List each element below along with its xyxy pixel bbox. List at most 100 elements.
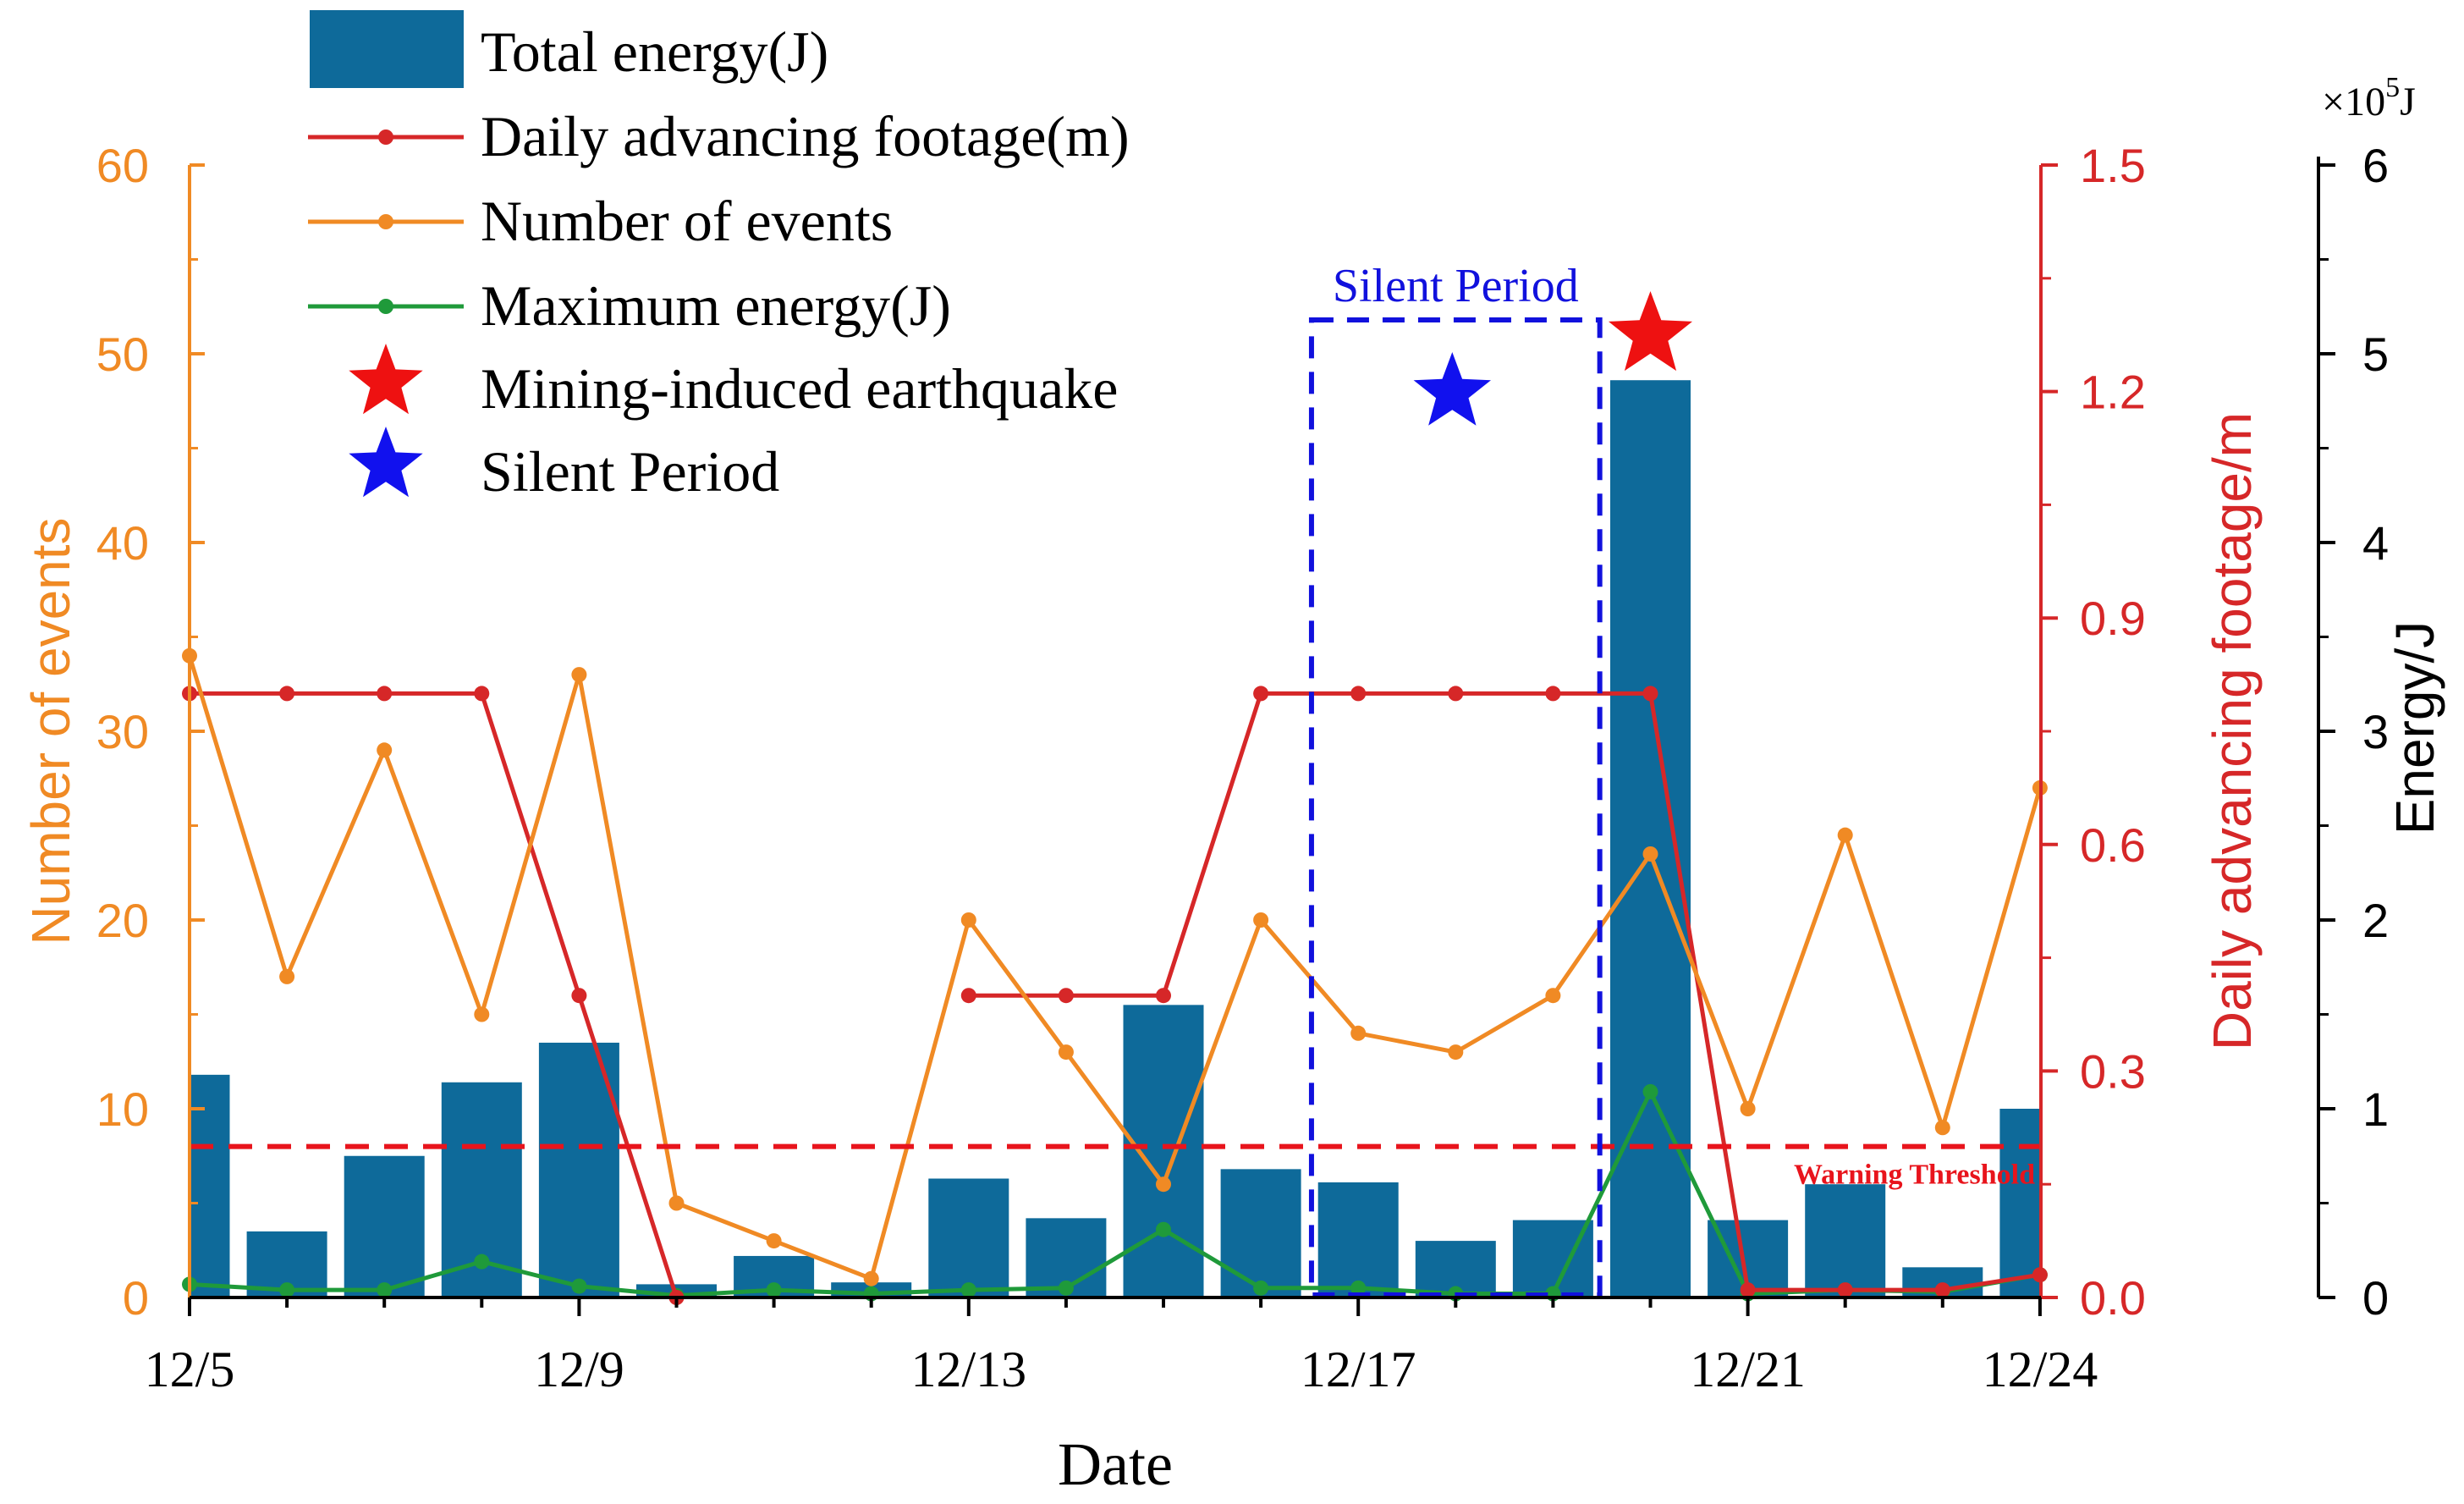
left-axis-tick-label: 50 <box>96 328 149 381</box>
legend-label-daily-advancing-footage-m: Daily advancing footage(m) <box>481 104 1130 168</box>
right-axis-footage-tick-label: 1.2 <box>2080 366 2146 419</box>
legend-label-total-energy-j: Total energy(J) <box>481 19 828 84</box>
right-axis-footage-title: Daily advancing footage/m <box>2202 412 2263 1050</box>
point-number-of-events-12/8 <box>474 1006 490 1022</box>
point-number-of-events-12/20 <box>1642 846 1658 862</box>
left-axis-tick-label: 0 <box>123 1271 149 1325</box>
line-daily-advancing-footage-m-1 <box>968 691 2041 1292</box>
point-maximum-energy-j-12/11 <box>766 1282 782 1298</box>
right-axis-energy-tick-label: 1 <box>2362 1083 2389 1136</box>
bar-total-energy-12/17 <box>1317 1182 1399 1297</box>
legend-marker-maximum-energy-j <box>378 299 393 314</box>
point-number-of-events-12/12 <box>863 1270 879 1286</box>
legend-star-icon-mining-induced-earthquake <box>349 344 423 415</box>
left-axis-tick-label: 10 <box>96 1083 149 1136</box>
bar-total-energy-12/7 <box>344 1155 425 1297</box>
line-daily-advancing-footage-m-0 <box>190 691 679 1298</box>
silent-period-label: Silent Period <box>1333 260 1579 312</box>
legend-marker-daily-advancing-footage-m <box>378 129 393 145</box>
x-axis-tick-label: 12/24 <box>1983 1341 2098 1397</box>
energy-multiplier-unit: J <box>2400 80 2416 124</box>
point-daily-advancing-footage-m-12/6 <box>279 686 295 702</box>
bar-total-energy-12/20 <box>1610 380 1691 1298</box>
left-axis-tick-label: 30 <box>96 705 149 758</box>
right-axis-energy-tick-label: 6 <box>2362 139 2389 192</box>
point-number-of-events-12/13 <box>960 912 976 928</box>
left-axis-title: Number of events <box>20 517 81 945</box>
point-daily-advancing-footage-m-12/17 <box>1350 686 1367 702</box>
point-number-of-events-12/6 <box>279 968 295 984</box>
x-axis-title: Date <box>1058 1430 1173 1498</box>
point-daily-advancing-footage-m-12/9 <box>571 988 587 1004</box>
legend: Total energy(J) Daily advancing footage(m… <box>308 10 1130 504</box>
point-maximum-energy-j-12/9 <box>571 1278 587 1294</box>
x-axis-tick-label: 12/13 <box>910 1341 1026 1397</box>
point-number-of-events-12/9 <box>571 667 587 683</box>
silent-period-box <box>1308 317 1603 1297</box>
left-axis-tick-label: 60 <box>96 139 149 192</box>
bar-total-energy-12/19 <box>1512 1220 1593 1297</box>
point-number-of-events-12/7 <box>377 742 393 758</box>
point-maximum-energy-j-12/15 <box>1156 1221 1171 1237</box>
energy-multiplier-base: ×10 <box>2322 80 2385 124</box>
point-maximum-energy-j-12/6 <box>279 1282 295 1298</box>
right-axis-energy-tick-label: 5 <box>2362 328 2389 381</box>
right-axis-footage-tick-label: 0.6 <box>2080 818 2146 872</box>
point-maximum-energy-j-12/14 <box>1058 1280 1074 1296</box>
right-axis-footage-tick-label: 1.5 <box>2080 139 2146 192</box>
legend-marker-number-of-events <box>378 214 393 229</box>
point-number-of-events-12/22 <box>1837 827 1853 843</box>
legend-label-number-of-events: Number of events <box>481 189 893 253</box>
point-number-of-events-12/11 <box>766 1233 782 1249</box>
line-number-of-events-0 <box>187 655 2043 1281</box>
legend-label-maximum-energy-j: Maximum energy(J) <box>481 273 951 338</box>
right-axis-footage-tick-label: 0.0 <box>2080 1271 2146 1325</box>
energy-multiplier-exponent: 5 <box>2385 72 2400 103</box>
point-number-of-events-12/21 <box>1740 1101 1756 1116</box>
right-axis-energy-tick-label: 0 <box>2362 1271 2389 1325</box>
earthquake-star-icon <box>1609 291 1692 372</box>
point-daily-advancing-footage-m-12/15 <box>1156 988 1171 1004</box>
x-axis-tick-label: 12/17 <box>1301 1341 1416 1397</box>
energy-bars <box>190 380 2041 1298</box>
bar-total-energy-12/15 <box>1123 1005 1204 1297</box>
energy-multiplier-label: ×105J <box>2322 72 2416 124</box>
point-daily-advancing-footage-m-12/7 <box>377 686 393 702</box>
legend-star-icon-silent-period <box>349 427 423 498</box>
right-axis-footage-tick-label: 0.9 <box>2080 592 2146 645</box>
bar-total-energy-12/16 <box>1220 1169 1301 1297</box>
point-daily-advancing-footage-m-12/18 <box>1448 686 1464 702</box>
x-axis-tick-label: 12/5 <box>145 1341 235 1397</box>
data-lines <box>182 647 2048 1305</box>
point-number-of-events-12/18 <box>1448 1044 1464 1061</box>
legend-swatch-total-energy-j <box>310 10 464 88</box>
x-axis-tick-label: 12/9 <box>534 1341 624 1397</box>
left-axis-tick-label: 20 <box>96 894 149 947</box>
bar-total-energy-12/5 <box>190 1074 230 1297</box>
point-maximum-energy-j-12/16 <box>1253 1280 1269 1296</box>
left-axis-tick-label: 40 <box>96 516 149 570</box>
line-maximum-energy-j-0 <box>189 1089 2041 1298</box>
point-maximum-energy-j-12/8 <box>474 1253 490 1270</box>
point-daily-advancing-footage-m-12/20 <box>1642 686 1658 702</box>
x-axis-tick-label: 12/21 <box>1690 1341 1806 1397</box>
point-maximum-energy-j-12/7 <box>377 1282 393 1298</box>
point-maximum-energy-j-12/20 <box>1642 1083 1658 1099</box>
point-maximum-energy-j-12/17 <box>1350 1280 1367 1296</box>
legend-label-mining-induced-earthquake: Mining-induced earthquake <box>481 356 1118 421</box>
right-axis-energy-tick-label: 3 <box>2362 705 2389 758</box>
point-number-of-events-12/19 <box>1545 988 1561 1004</box>
overlays: Warning Threshold Silent Period <box>190 260 2041 1297</box>
point-daily-advancing-footage-m-12/19 <box>1545 686 1561 702</box>
silent-period-star-icon <box>1413 352 1491 426</box>
point-maximum-energy-j-12/13 <box>960 1282 976 1298</box>
point-daily-advancing-footage-m-12/14 <box>1058 988 1074 1004</box>
right-axis-energy-title: Energy/J <box>2384 621 2445 835</box>
point-daily-advancing-footage-m-12/16 <box>1253 686 1269 702</box>
point-number-of-events-12/15 <box>1156 1176 1171 1193</box>
legend-label-silent-period: Silent Period <box>481 439 779 504</box>
point-number-of-events-12/17 <box>1350 1025 1367 1041</box>
point-daily-advancing-footage-m-12/22 <box>1837 1282 1853 1298</box>
right-axis-footage-tick-label: 0.3 <box>2080 1044 2146 1098</box>
